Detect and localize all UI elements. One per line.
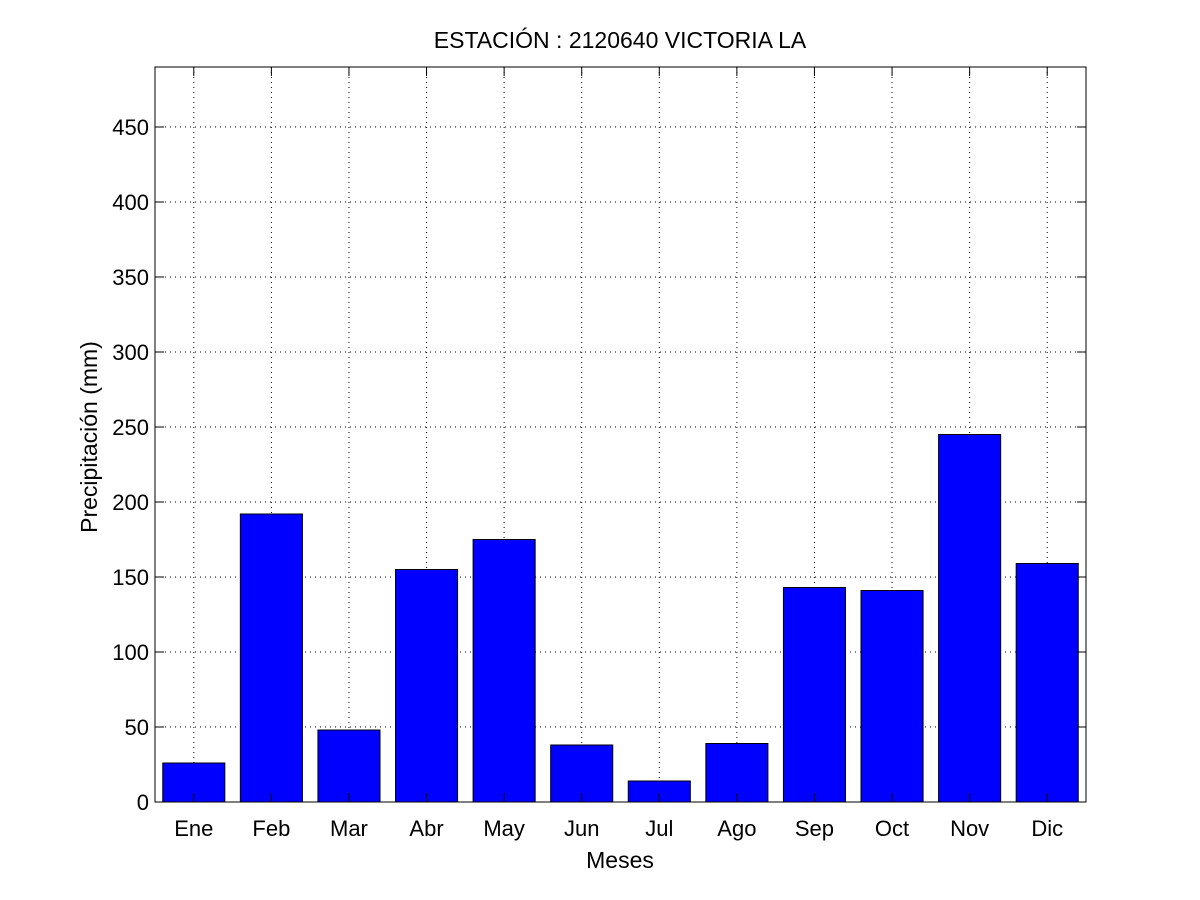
y-tick-label: 300 — [112, 340, 149, 365]
y-tick-label: 50 — [125, 715, 149, 740]
y-tick-label: 350 — [112, 265, 149, 290]
x-tick-label: Ago — [717, 816, 756, 841]
y-tick-label: 200 — [112, 490, 149, 515]
x-tick-label: May — [483, 816, 525, 841]
y-axis-tick-labels: 0 50 100 150 200 250 300 350 400 450 — [112, 115, 149, 815]
x-tick-label: Sep — [795, 816, 834, 841]
bar-dic — [1015, 563, 1079, 803]
x-tick-label: Feb — [252, 816, 290, 841]
axis-ticks — [155, 67, 1086, 803]
y-axis-label: Precipitación (mm) — [76, 341, 102, 533]
bars — [162, 434, 1079, 803]
bar-oct — [860, 590, 924, 803]
x-tick-label: Abr — [409, 816, 443, 841]
y-tick-label: 400 — [112, 190, 149, 215]
bar-abr — [395, 569, 459, 803]
x-axis-tick-labels: Ene Feb Mar Abr May Jun Jul Ago Sep Oct Nov Dic — [174, 816, 1063, 841]
x-tick-label: Jul — [645, 816, 673, 841]
bar-feb — [239, 513, 303, 803]
bar-mar — [317, 729, 381, 803]
chart-title: ESTACIÓN : 2120640 VICTORIA LA — [434, 27, 807, 53]
bar-nov — [938, 434, 1002, 803]
x-tick-label: Dic — [1031, 816, 1063, 841]
x-axis-label: Meses — [586, 847, 654, 873]
y-tick-label: 250 — [112, 415, 149, 440]
plot-area-frame — [154, 66, 1087, 803]
x-tick-label: Nov — [950, 816, 989, 841]
y-tick-label: 100 — [112, 640, 149, 665]
x-tick-label: Mar — [330, 816, 368, 841]
bar-may — [472, 539, 536, 803]
bar-sep — [782, 587, 846, 803]
grid-lines — [155, 67, 1086, 802]
y-tick-label: 0 — [137, 790, 149, 815]
x-tick-label: Oct — [875, 816, 909, 841]
x-tick-label: Ene — [174, 816, 213, 841]
y-tick-label: 150 — [112, 565, 149, 590]
x-tick-label: Jun — [564, 816, 599, 841]
y-tick-label: 450 — [112, 115, 149, 140]
